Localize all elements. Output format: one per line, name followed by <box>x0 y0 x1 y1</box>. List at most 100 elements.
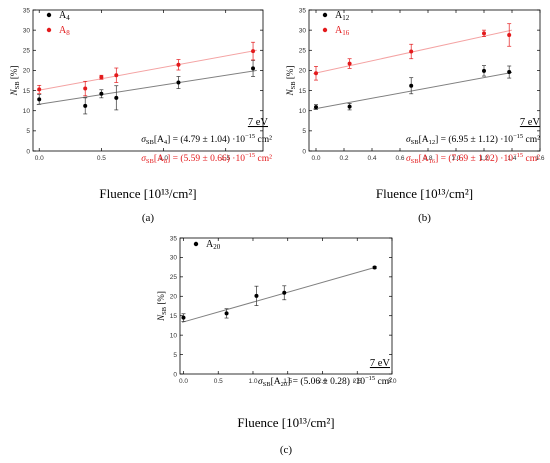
x-axis-label: Fluence [10¹³/cm²] <box>376 186 473 201</box>
data-point <box>99 75 104 80</box>
energy-label: 7 eV <box>370 358 391 369</box>
x-tick-label: 1.0 <box>451 155 460 162</box>
panel-label: (b) <box>418 212 431 224</box>
annotation-unit: cm² <box>255 154 272 164</box>
data-point <box>507 70 512 75</box>
y-tick-label: 5 <box>173 352 177 359</box>
annotation-unit: cm² <box>375 377 392 387</box>
fit-line <box>36 69 257 106</box>
chart-panel-2: 0.0 0.2 0.4 0.6 0.8 1.0 1.2 1.4 1.6 0 5 10 15 20 25 30 3… <box>285 7 545 224</box>
legend-label-main: A <box>206 239 214 250</box>
legend-marker <box>322 27 328 33</box>
data-point <box>114 73 119 78</box>
fit-line <box>181 267 375 323</box>
y-axis-label-main: N <box>9 88 19 96</box>
annotation-sigma: σ <box>258 377 263 387</box>
annotation-value: ] = (5.59 ± 0.66) ·10 <box>167 153 245 164</box>
cross-section-annotation: σSB[A12] = (6.95 ± 1.12) ·10−15 cm² <box>406 133 540 146</box>
y-axis-label: NSB [%] <box>156 291 168 322</box>
legend-marker <box>193 241 199 247</box>
x-tick-label: 0.5 <box>97 155 106 162</box>
data-point <box>114 95 119 100</box>
cross-section-annotation: σSB[A16] = (7.69 ± 1.02) ·10−15 cm² <box>406 152 540 165</box>
annotation-exponent: −15 <box>513 133 523 140</box>
data-point <box>37 87 42 92</box>
annotation-sigma: σ <box>406 154 411 164</box>
annotation-exponent: −15 <box>365 375 375 382</box>
legend-label-main: A <box>335 10 343 21</box>
y-axis-label-main: N <box>285 88 295 96</box>
y-tick-label: 20 <box>23 68 31 75</box>
plot-frame <box>308 9 541 152</box>
legend-label-main: A <box>59 10 67 21</box>
y-tick-label: 15 <box>23 88 31 95</box>
annotation-exponent: −15 <box>245 133 255 140</box>
legend-label: A20 <box>206 239 221 251</box>
data-point <box>507 32 512 37</box>
legend-label-main: A <box>335 25 343 36</box>
data-point <box>181 315 186 320</box>
x-tick-label: 3.0 <box>387 378 396 385</box>
y-tick-label: 20 <box>299 68 307 75</box>
data-point <box>83 86 88 91</box>
data-point <box>347 61 352 66</box>
x-tick-label: 0.0 <box>35 155 44 162</box>
x-tick-label: 0.0 <box>311 155 320 162</box>
annotation-sigma-sub: SB <box>411 139 420 146</box>
annotation-sigma: σ <box>141 154 146 164</box>
data-point <box>409 49 414 54</box>
legend-marker <box>322 12 328 18</box>
annotation-unit: cm² <box>523 154 540 164</box>
data-point <box>372 265 377 270</box>
y-tick-label: 25 <box>170 274 178 281</box>
x-tick-label: 1.5 <box>221 155 230 162</box>
data-point <box>314 105 318 110</box>
y-tick-label: 0 <box>302 148 306 155</box>
x-tick-label: 1.4 <box>507 155 516 162</box>
y-tick-label: 30 <box>23 27 31 34</box>
x-tick-label: 0.0 <box>179 378 188 385</box>
legend-label-sub: 12 <box>342 14 350 22</box>
legend-label: A4 <box>59 10 70 22</box>
y-tick-label: 35 <box>170 235 178 242</box>
x-tick-label: 0.8 <box>423 155 432 162</box>
y-axis-label-main: N <box>156 314 166 322</box>
y-axis-label-unit: [%] <box>9 66 19 82</box>
energy-label: 7 eV <box>520 117 541 128</box>
y-tick-label: 20 <box>170 294 178 301</box>
y-tick-label: 25 <box>299 48 307 55</box>
annotation-label: [A <box>419 135 429 145</box>
x-axis-label: Fluence [10¹³/cm²] <box>99 186 196 201</box>
legend-label-sub: 4 <box>66 14 70 22</box>
annotation-sigma: σ <box>406 135 411 145</box>
x-tick-label: 1.0 <box>159 155 168 162</box>
y-tick-label: 25 <box>23 48 31 55</box>
cross-section-annotation: σSB[A8] = (5.59 ± 0.66) ·10−15 cm² <box>141 152 272 165</box>
y-axis-label-sub: SB <box>290 81 297 90</box>
y-tick-label: 30 <box>299 27 307 34</box>
y-axis-label-sub: SB <box>14 81 21 90</box>
fit-line <box>36 49 257 92</box>
data-point <box>482 68 486 73</box>
annotation-sigma-sub: SB <box>146 158 155 165</box>
data-point <box>347 104 352 109</box>
annotation-value: ] = (7.69 ± 1.02) ·10 <box>435 153 513 164</box>
annotation-label-sub: 16 <box>429 158 436 165</box>
x-tick-label: 0.6 <box>395 155 404 162</box>
y-axis-label-unit: [%] <box>285 66 295 82</box>
annotation-value: ] = (4.79 ± 1.04) ·10 <box>167 134 245 145</box>
y-tick-label: 35 <box>23 7 31 14</box>
y-tick-label: 30 <box>170 255 178 262</box>
y-tick-label: 10 <box>299 108 307 115</box>
y-tick-label: 10 <box>170 332 178 339</box>
annotation-label: [A <box>271 377 281 387</box>
y-axis-label-sub: SB <box>161 306 168 315</box>
y-tick-label: 5 <box>26 128 30 135</box>
data-point <box>314 71 318 76</box>
plot-frame <box>179 237 393 375</box>
y-axis-label: NSB [%] <box>9 66 21 97</box>
data-point <box>37 97 42 102</box>
data-point <box>176 80 181 85</box>
